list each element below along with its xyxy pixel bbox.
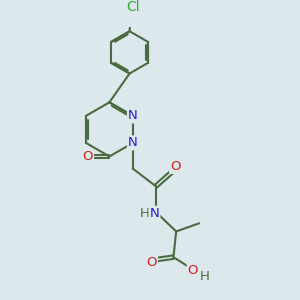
Text: O: O <box>188 264 198 277</box>
Text: O: O <box>146 256 157 268</box>
Text: N: N <box>150 207 159 220</box>
Text: O: O <box>82 150 93 163</box>
Text: Cl: Cl <box>126 0 140 14</box>
Text: H: H <box>140 207 149 220</box>
Text: N: N <box>128 110 138 122</box>
Text: O: O <box>170 160 181 173</box>
Text: N: N <box>128 136 138 149</box>
Text: H: H <box>200 270 209 283</box>
